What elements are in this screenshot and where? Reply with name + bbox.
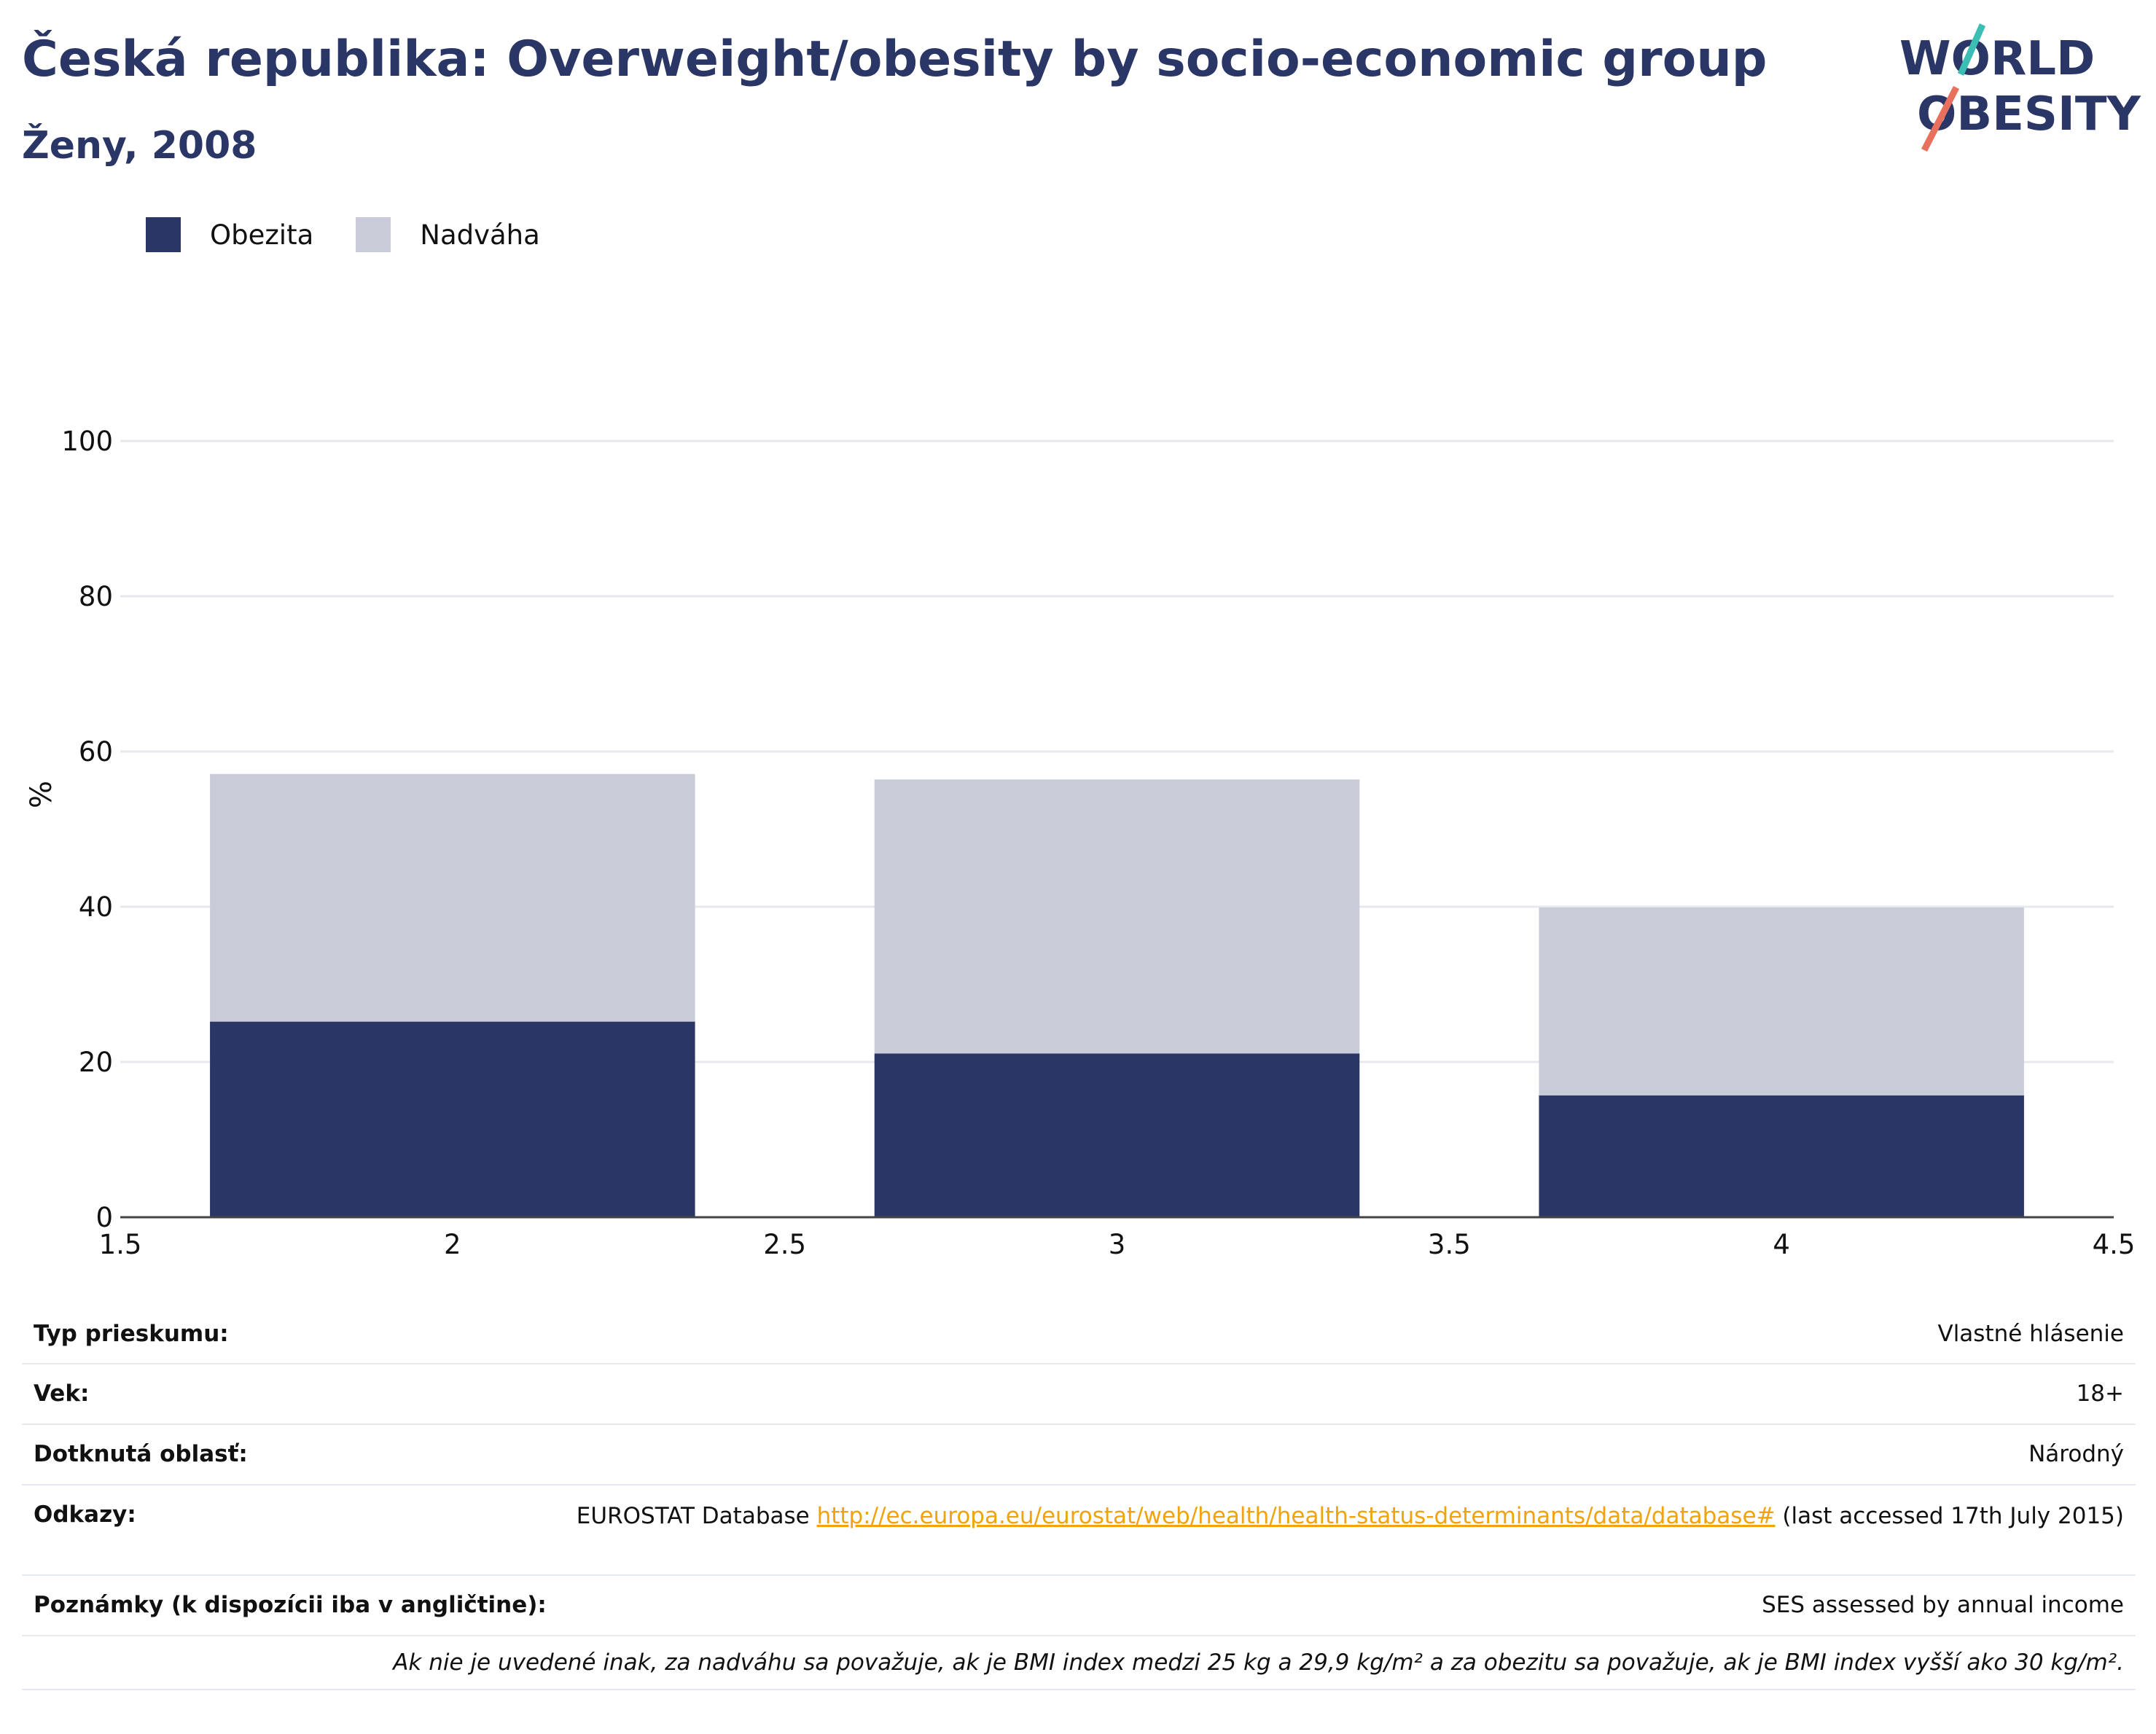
legend: Obezita Nadváha bbox=[146, 217, 582, 252]
bar-nadvha-3 bbox=[874, 779, 1360, 1054]
y-axis-label: % bbox=[25, 781, 58, 808]
y-tick-label-60: 60 bbox=[79, 736, 113, 768]
meta-value-age: 18+ bbox=[2076, 1380, 2124, 1407]
y-tick-label-100: 100 bbox=[61, 426, 113, 457]
x-tick-label-4.5: 4.5 bbox=[2093, 1229, 2136, 1260]
bmi-footnote: Ak nie je uvedené inak, za nadváhu sa po… bbox=[22, 1636, 2136, 1690]
references-prefix: EUROSTAT Database bbox=[576, 1503, 817, 1529]
y-tick-label-20: 20 bbox=[79, 1047, 113, 1078]
chart-subtitle: Ženy, 2008 bbox=[22, 124, 257, 168]
bar-chart: 0 20 40 60 80 100 1.5 2 2.5 3 3.5 4 4.5% bbox=[25, 426, 2136, 1260]
x-tick-label-2: 2 bbox=[444, 1229, 461, 1260]
meta-row-survey-type: Typ prieskumu: Vlastné hlásenie bbox=[22, 1305, 2136, 1364]
bar-nadvha-2 bbox=[210, 773, 695, 1022]
meta-row-age: Vek: 18+ bbox=[22, 1364, 2136, 1425]
references-link[interactable]: http://ec.europa.eu/eurostat/web/health/… bbox=[816, 1503, 1776, 1529]
meta-label-area: Dotknutá oblasť: bbox=[34, 1441, 248, 1467]
bar-nadvha-4 bbox=[1539, 907, 2024, 1096]
bar-obezita-4 bbox=[1539, 1095, 2024, 1217]
references-suffix: (last accessed 17th July 2015) bbox=[1775, 1503, 2124, 1529]
meta-row-references: Odkazy: EUROSTAT Database http://ec.euro… bbox=[22, 1485, 2136, 1576]
logo-text-world: WORLD bbox=[1899, 32, 2095, 86]
meta-label-survey-type: Typ prieskumu: bbox=[34, 1321, 229, 1347]
logo-slash-teal bbox=[1957, 23, 1986, 76]
legend-item-nadvaha[interactable]: Nadváha bbox=[356, 217, 540, 252]
x-tick-label-2.5: 2.5 bbox=[763, 1229, 806, 1260]
meta-value-survey-type: Vlastné hlásenie bbox=[1937, 1321, 2124, 1347]
x-tick-label-4: 4 bbox=[1773, 1229, 1790, 1260]
legend-label-obezita: Obezita bbox=[210, 219, 314, 251]
y-tick-label-40: 40 bbox=[79, 891, 113, 923]
bar-obezita-2 bbox=[210, 1021, 695, 1217]
legend-swatch-obezita bbox=[146, 217, 181, 252]
meta-row-area: Dotknutá oblasť: Národný bbox=[22, 1425, 2136, 1485]
meta-row-notes: Poznámky (k dispozícii iba v angličtine)… bbox=[22, 1576, 2136, 1636]
meta-value-notes: SES assessed by annual income bbox=[1762, 1592, 2124, 1618]
x-tick-label-3.5: 3.5 bbox=[1428, 1229, 1471, 1260]
meta-value-area: Národný bbox=[2028, 1441, 2124, 1467]
bar-obezita-3 bbox=[874, 1053, 1360, 1217]
meta-value-references: EUROSTAT Database http://ec.europa.eu/eu… bbox=[577, 1501, 2124, 1531]
legend-label-nadvaha: Nadváha bbox=[420, 219, 540, 251]
meta-label-notes: Poznámky (k dispozícii iba v angličtine)… bbox=[34, 1592, 547, 1618]
world-obesity-logo: WORLD OBESITY bbox=[1899, 23, 2141, 152]
metadata-table: Typ prieskumu: Vlastné hlásenie Vek: 18+… bbox=[22, 1305, 2136, 1690]
legend-swatch-nadvaha bbox=[356, 217, 391, 252]
legend-item-obezita[interactable]: Obezita bbox=[146, 217, 313, 252]
chart-title: Česká republika: Overweight/obesity by s… bbox=[22, 31, 1768, 88]
meta-label-age: Vek: bbox=[34, 1380, 90, 1407]
meta-label-references: Odkazy: bbox=[34, 1501, 136, 1528]
y-tick-label-80: 80 bbox=[79, 581, 113, 612]
x-tick-label-1.5: 1.5 bbox=[99, 1229, 142, 1260]
x-tick-label-3: 3 bbox=[1109, 1229, 1126, 1260]
logo-slash-coral bbox=[1921, 85, 1960, 152]
y-tick-label-0: 0 bbox=[95, 1202, 113, 1233]
